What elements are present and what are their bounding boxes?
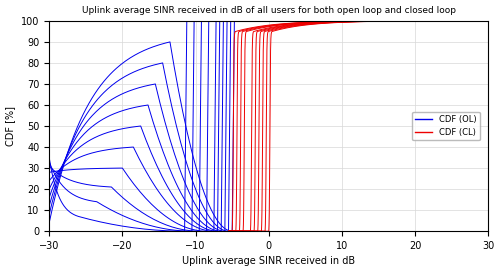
Y-axis label: CDF [%]: CDF [%] <box>6 106 16 146</box>
Title: Uplink average SINR received in dB of all users for both open loop and closed lo: Uplink average SINR received in dB of al… <box>82 5 456 15</box>
X-axis label: Uplink average SINR received in dB: Uplink average SINR received in dB <box>182 256 356 267</box>
Legend: CDF (OL), CDF (CL): CDF (OL), CDF (CL) <box>412 112 480 140</box>
